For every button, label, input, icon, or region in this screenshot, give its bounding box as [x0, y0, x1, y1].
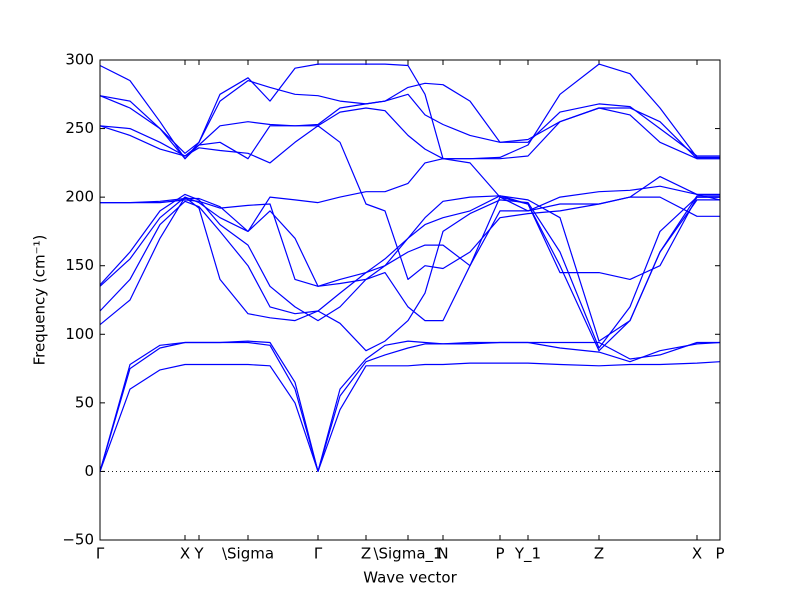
- plot-frame: [99, 59, 721, 541]
- x-tick-label: X: [692, 545, 702, 563]
- band-line: [99, 125, 720, 280]
- x-tick-label: \Sigma_1: [373, 545, 442, 564]
- y-axis-label: Frequency (cm⁻¹): [31, 235, 49, 366]
- x-tick-label: Z: [361, 545, 371, 563]
- x-tick-label: Y_1: [514, 545, 541, 564]
- y-tick-label: 0: [84, 462, 94, 480]
- band-line: [100, 185, 721, 287]
- x-tick-label: Z: [594, 545, 604, 563]
- y-tick-label: −50: [62, 531, 94, 549]
- y-tick-label: 50: [75, 393, 94, 411]
- band-line: [99, 193, 720, 322]
- x-tick-label: Γ: [314, 545, 323, 563]
- band-line: [99, 63, 720, 160]
- band-line: [99, 195, 720, 352]
- x-tick-label: Γ: [96, 545, 105, 563]
- y-tick-label: 200: [65, 188, 94, 206]
- x-axis-label: Wave vector: [363, 569, 457, 587]
- y-tick-label: 100: [65, 325, 94, 343]
- band-line: [99, 361, 721, 472]
- band-line: [99, 340, 721, 472]
- x-tick-label: X: [180, 545, 190, 563]
- band-line: [99, 80, 720, 157]
- y-tick-label: 250: [65, 119, 94, 137]
- band-line: [100, 158, 720, 232]
- y-tick-label: 150: [65, 256, 94, 274]
- x-tick-label: Y: [193, 545, 204, 563]
- band-line: [99, 195, 720, 342]
- x-tick-label: \Sigma: [222, 545, 274, 563]
- band-line: [99, 341, 720, 472]
- x-tick-label: P: [715, 545, 724, 563]
- y-tick-label: 300: [65, 51, 94, 69]
- x-tick-label: P: [495, 545, 504, 563]
- band-line: [99, 196, 720, 352]
- x-tick-label: N: [437, 545, 448, 563]
